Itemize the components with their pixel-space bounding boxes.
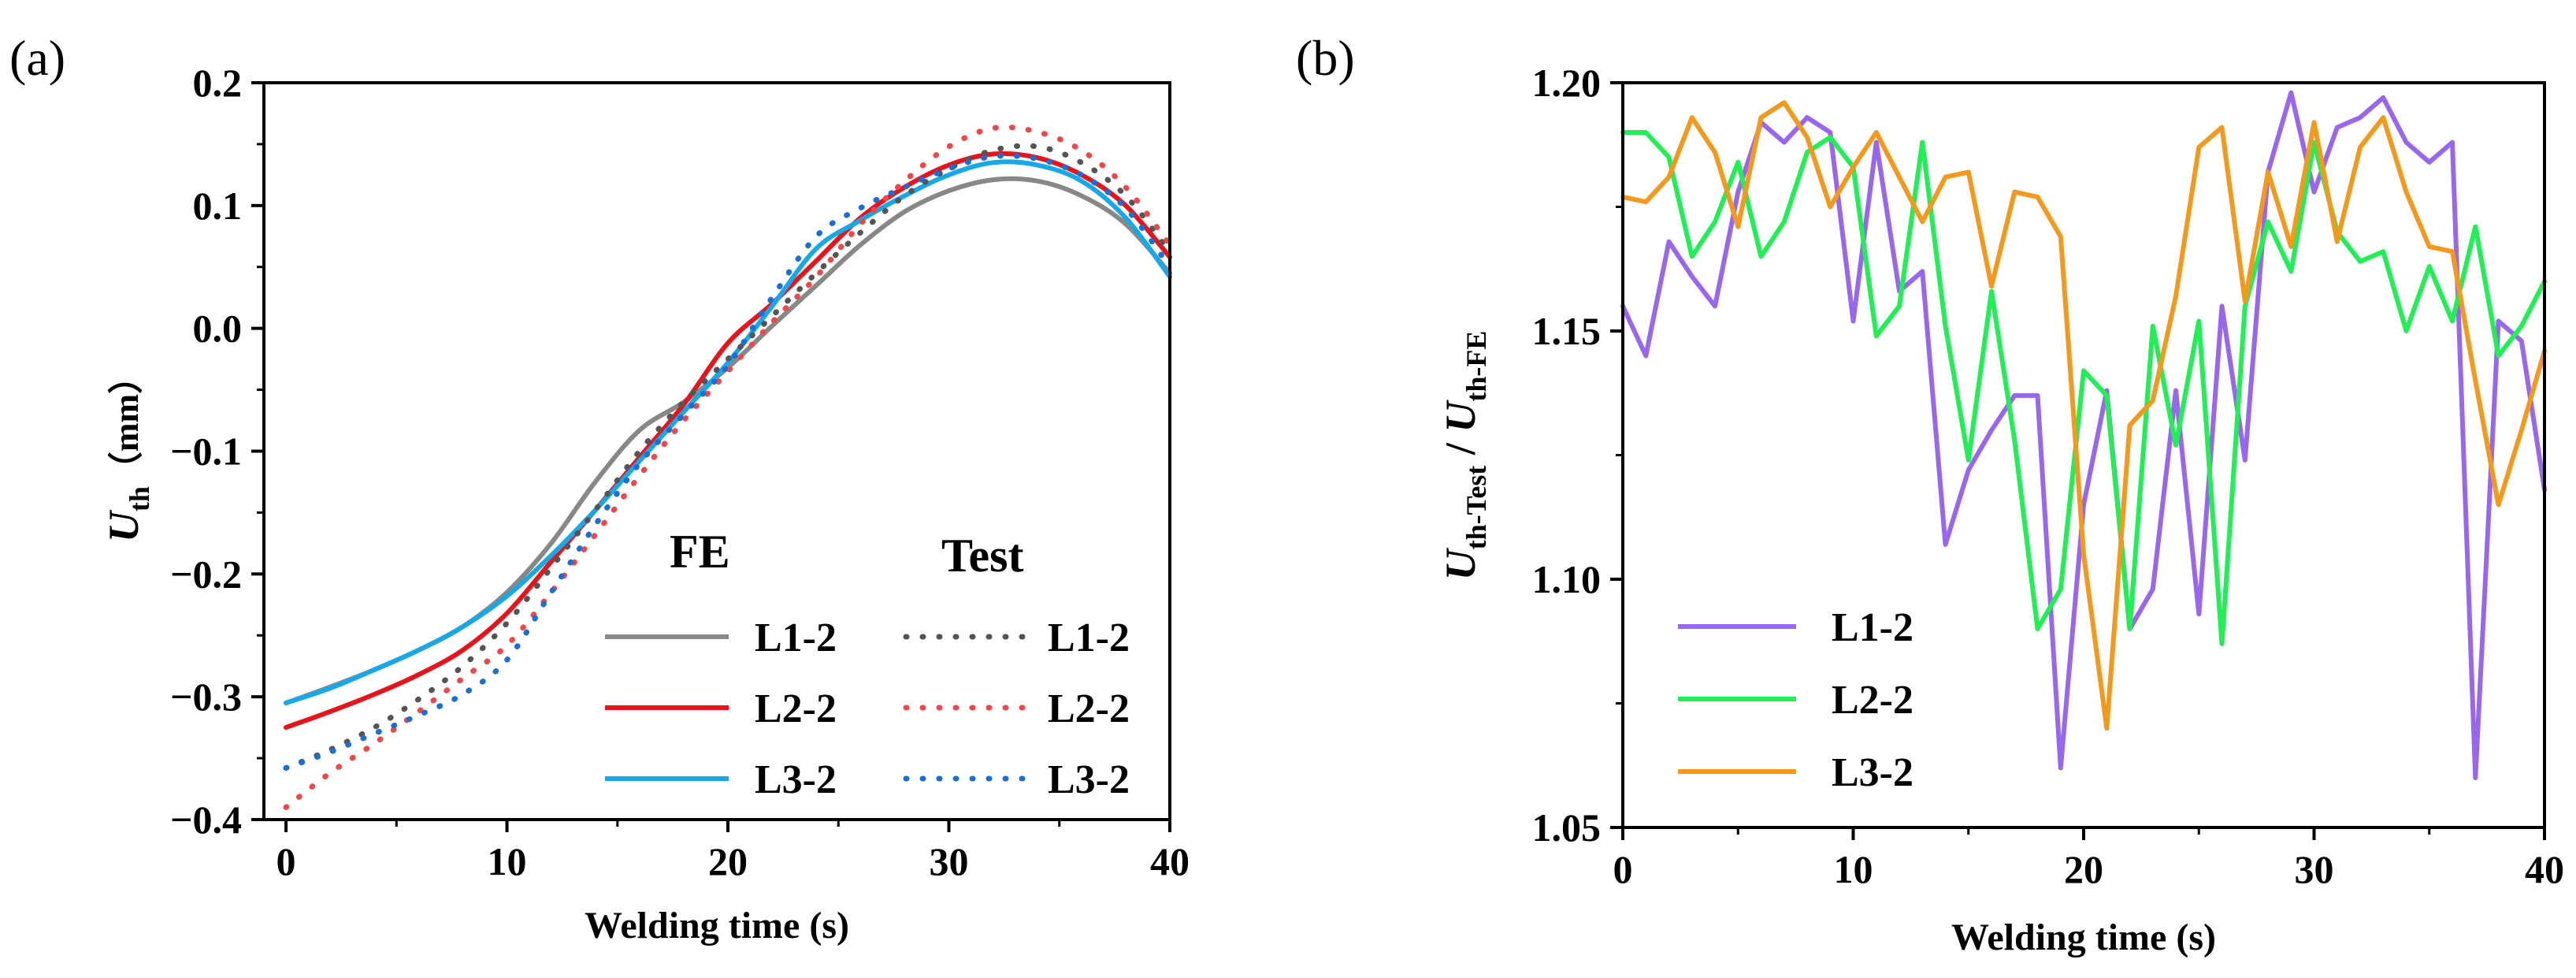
legend-b: L1-2 L2-2 L3-2: [1678, 605, 1913, 795]
x-tick-label-b-2: 20: [2064, 847, 2103, 891]
x-tick-label-b-4: 40: [2525, 847, 2564, 891]
x-axis-label-b: Welding time (s): [1951, 917, 2216, 958]
y-axis-label-b: Uth-Test / Uth-FE: [1437, 331, 1492, 581]
legend-label-b-l1-2: L1-2: [1832, 605, 1913, 650]
x-tick-label-b-0: 0: [1613, 847, 1633, 891]
y-tick-label-a-5: 0.1: [193, 184, 243, 228]
y-tick-label-a-3: −0.1: [170, 430, 242, 474]
series-line-a-test-l3-2: [283, 153, 1173, 771]
x-tick-label-a-3: 30: [930, 839, 969, 883]
y-axis-label-b-num-main: U: [1437, 547, 1484, 580]
series-line-b-l1-2: [1620, 90, 2547, 780]
y-tick-label-a-0: −0.4: [170, 798, 242, 842]
panel-label-b: (b): [1296, 30, 1355, 86]
chart-a: (a) 0 10 20 30 40 −0.4 −0.3 −0.2 −0.1 0.0 0.1 0.2 W…: [9, 30, 1190, 946]
chart-b: (b) 0 10 20 30 40 1.05 1.10 1.15 1.20 Welding ti…: [1296, 30, 2564, 958]
x-axis-label-a: Welding time (s): [585, 905, 849, 946]
legend-label-fe-l1-2: L1-2: [755, 615, 837, 660]
legend-label-fe-l3-2: L3-2: [755, 757, 837, 802]
legend-label-test-l2-2: L2-2: [1048, 686, 1130, 731]
series-line-a-fe-l2-2: [284, 151, 1172, 731]
legend-label-test-l1-2: L1-2: [1048, 615, 1130, 660]
x-tick-label-a-4: 40: [1150, 839, 1190, 883]
y-tick-label-b-3: 1.20: [1532, 61, 1602, 105]
legend-header-fe: FE: [670, 526, 730, 578]
series-line-a-fe-l3-2: [284, 159, 1172, 705]
y-axis-label-b-sep: /: [1437, 433, 1484, 466]
y-tick-label-a-1: −0.3: [170, 675, 242, 719]
y-axis-label-b-den-sub: th-FE: [1461, 331, 1492, 402]
y-axis-label-a: Uth（mm）: [100, 359, 155, 542]
series-line-a-fe-l1-2: [284, 176, 1172, 705]
legend-label-fe-l2-2: L2-2: [755, 686, 837, 731]
x-tick-label-a-0: 0: [277, 839, 296, 883]
series-line-a-test-l2-2: [283, 124, 1173, 810]
y-axis-label-b-num-sub: th-Test: [1461, 466, 1492, 550]
legend-header-test: Test: [941, 530, 1023, 582]
y-axis-label-a-main: U: [100, 509, 147, 542]
y-axis-label-a-sub: th: [124, 486, 155, 511]
legend-a: FE Test L1-2 L2-2 L3-2 L1-2 L2-2 L3-2: [605, 526, 1130, 802]
y-axis-label-a-unit: （mm）: [107, 359, 146, 486]
y-tick-label-a-2: −0.2: [170, 552, 242, 596]
x-tick-label-b-3: 30: [2295, 847, 2334, 891]
y-tick-label-b-2: 1.15: [1532, 309, 1602, 353]
x-tick-label-a-2: 20: [708, 839, 748, 883]
y-tick-label-b-1: 1.10: [1532, 557, 1602, 601]
series-line-b-l2-2: [1620, 130, 2547, 646]
legend-label-b-l3-2: L3-2: [1832, 750, 1913, 795]
series-line-b-l3-2: [1620, 100, 2547, 731]
y-tick-label-a-4: 0.0: [193, 307, 243, 351]
x-tick-label-b-1: 10: [1834, 847, 1873, 891]
y-tick-label-b-0: 1.05: [1532, 805, 1602, 850]
x-tick-label-a-1: 10: [488, 839, 527, 883]
plot-frame-a: [262, 81, 1171, 821]
plot-frame-b: [1621, 81, 2546, 829]
y-axis-label-b-den-main: U: [1437, 400, 1484, 433]
legend-label-test-l3-2: L3-2: [1048, 757, 1130, 802]
legend-label-b-l2-2: L2-2: [1832, 678, 1913, 723]
y-tick-label-a-6: 0.2: [193, 61, 243, 105]
panel-label-a: (a): [9, 30, 65, 86]
